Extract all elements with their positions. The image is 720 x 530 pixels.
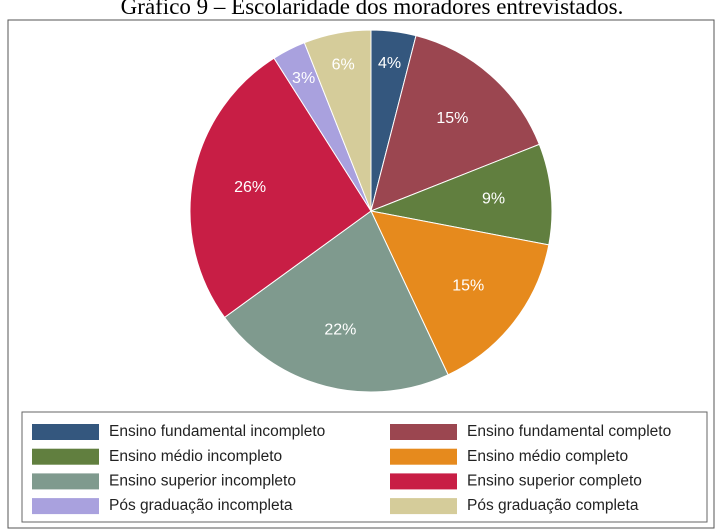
legend-label: Pós graduação incompleta (109, 497, 293, 514)
legend-label: Ensino superior incompleto (109, 472, 296, 489)
legend-swatch (32, 448, 99, 465)
legend-swatch (32, 473, 99, 490)
pie-slice (303, 29, 372, 212)
legend-swatch (32, 498, 99, 515)
legend-label: Pós graduação completa (467, 497, 639, 514)
data-label: 4% (378, 55, 401, 72)
data-label: 15% (436, 110, 468, 127)
pie-slice (369, 143, 553, 246)
pie-slice (370, 35, 540, 212)
legend-label: Ensino superior completo (467, 472, 642, 489)
pie-slice (223, 210, 449, 393)
legend-label: Ensino fundamental completo (467, 423, 671, 440)
legend-swatch (32, 424, 99, 440)
legend-swatch (390, 424, 457, 440)
legend-swatch (390, 473, 457, 490)
data-label: 26% (234, 179, 266, 196)
chart-title: Gráfico 9 – Escolaridade dos moradores e… (121, 0, 624, 19)
legend-label: Ensino fundamental incompleto (109, 423, 325, 440)
legend-swatch (390, 448, 457, 465)
data-label: 9% (482, 191, 505, 208)
data-label: 15% (452, 278, 484, 295)
data-label: 6% (332, 56, 355, 73)
legend-swatch (390, 498, 457, 515)
data-label: 22% (324, 321, 356, 338)
data-label: 3% (292, 70, 315, 87)
legend-label: Ensino médio incompleto (109, 448, 282, 465)
legend-frame (21, 411, 708, 523)
pie-slice (370, 210, 550, 376)
legend-label: Ensino médio completo (467, 448, 628, 465)
pie-slice (189, 57, 372, 319)
